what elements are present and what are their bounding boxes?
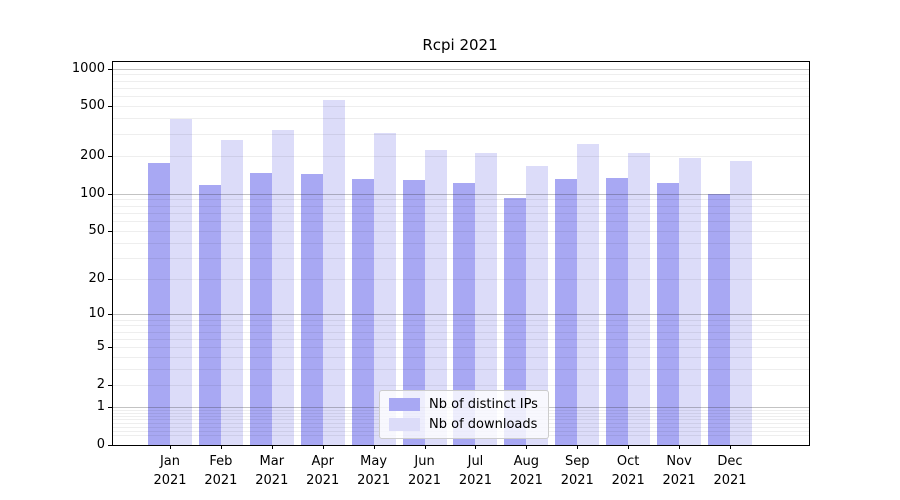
- y-tick-label-1000: 1000: [71, 60, 105, 76]
- bar-distinct-ips-may: [351, 178, 374, 445]
- bar-downloads-jun: [424, 150, 447, 445]
- bar-downloads-sep: [577, 144, 600, 445]
- y-tick-10: [108, 314, 113, 316]
- bar-downloads-may: [373, 133, 396, 445]
- minor-gridline-500: [113, 106, 809, 108]
- minor-gridline-200: [113, 156, 809, 158]
- y-tick-2: [108, 385, 113, 387]
- y-tick-label-5: 5: [96, 339, 105, 355]
- x-tick-label-aug: Aug 2021: [509, 454, 543, 488]
- bar-distinct-ips-oct: [606, 177, 629, 445]
- bar-distinct-ips-jul: [453, 182, 476, 445]
- bar-downloads-dec: [730, 161, 752, 445]
- minor-gridline-900: [113, 74, 809, 76]
- bar-distinct-ips-sep: [555, 179, 578, 445]
- bar-downloads-jan: [170, 119, 192, 445]
- minor-gridline-400: [113, 118, 809, 120]
- y-tick-label-50: 50: [88, 222, 105, 238]
- minor-gridline-700: [113, 88, 809, 90]
- x-tick-label-oct: Oct 2021: [611, 454, 645, 488]
- y-tick-50: [108, 230, 113, 232]
- bar-downloads-aug: [526, 166, 549, 445]
- y-tick-5: [108, 347, 113, 349]
- legend-item-downloads: Nb of downloads: [389, 417, 538, 432]
- y-tick-1000: [108, 68, 113, 70]
- x-tick-may: [373, 445, 375, 449]
- y-tick-label-100: 100: [80, 185, 105, 201]
- x-tick-jun: [424, 445, 426, 449]
- x-tick-label-feb: Feb 2021: [204, 454, 238, 488]
- bar-distinct-ips-apr: [300, 174, 323, 445]
- bar-distinct-ips-mar: [249, 172, 272, 445]
- bar-downloads-feb: [220, 139, 243, 445]
- minor-gridline-800: [113, 80, 809, 82]
- y-tick-label-2: 2: [96, 377, 105, 393]
- x-tick-label-dec: Dec 2021: [713, 454, 747, 488]
- legend-label-distinct-ips: Nb of distinct IPs: [429, 397, 538, 412]
- y-tick-label-200: 200: [80, 148, 105, 164]
- y-tick-label-500: 500: [80, 98, 105, 114]
- y-tick-200: [108, 156, 113, 158]
- x-tick-label-jan: Jan 2021: [153, 454, 187, 488]
- chart-title: Rcpi 2021: [422, 36, 498, 54]
- minor-gridline-300: [113, 134, 809, 136]
- x-tick-jan: [170, 445, 171, 449]
- legend-swatch-distinct-ips: [389, 398, 420, 411]
- legend-item-distinct-ips: Nb of distinct IPs: [389, 397, 538, 412]
- bar-downloads-oct: [628, 152, 651, 445]
- y-tick-0: [108, 445, 113, 446]
- x-tick-mar: [271, 445, 273, 449]
- x-tick-label-may: May 2021: [357, 454, 391, 488]
- legend: Nb of distinct IPs Nb of downloads: [379, 390, 549, 439]
- bar-distinct-ips-nov: [657, 183, 680, 445]
- bar-downloads-mar: [271, 130, 294, 445]
- x-tick-label-sep: Sep 2021: [560, 454, 594, 488]
- bar-downloads-nov: [679, 158, 702, 445]
- x-tick-jul: [475, 445, 477, 449]
- bar-distinct-ips-jan: [148, 162, 170, 445]
- bar-distinct-ips-feb: [198, 185, 221, 445]
- y-tick-100: [108, 193, 113, 195]
- y-tick-label-1: 1: [96, 399, 105, 415]
- bar-distinct-ips-jun: [402, 180, 425, 445]
- bar-downloads-apr: [322, 99, 345, 445]
- x-tick-aug: [526, 445, 528, 449]
- y-tick-1: [108, 407, 113, 409]
- legend-swatch-downloads: [389, 418, 420, 431]
- x-tick-label-jun: Jun 2021: [407, 454, 442, 488]
- x-tick-label-mar: Mar 2021: [255, 454, 289, 488]
- x-tick-sep: [577, 445, 579, 449]
- major-gridline-1000: [113, 68, 809, 70]
- legend-label-downloads: Nb of downloads: [429, 417, 538, 432]
- x-tick-apr: [322, 445, 324, 449]
- y-tick-500: [108, 106, 113, 108]
- bar-distinct-ips-aug: [504, 198, 527, 445]
- y-tick-label-20: 20: [88, 271, 105, 287]
- x-tick-oct: [628, 445, 630, 449]
- x-tick-nov: [679, 445, 681, 449]
- y-tick-20: [108, 279, 113, 281]
- x-tick-feb: [220, 445, 222, 449]
- y-tick-label-10: 10: [88, 306, 105, 322]
- minor-gridline-600: [113, 96, 809, 98]
- x-tick-dec: [730, 445, 731, 449]
- y-tick-label-0: 0: [96, 437, 105, 452]
- x-tick-label-jul: Jul 2021: [458, 454, 492, 488]
- x-tick-label-nov: Nov 2021: [662, 454, 696, 488]
- bar-distinct-ips-dec: [708, 193, 730, 445]
- bar-downloads-jul: [475, 152, 498, 445]
- x-tick-label-apr: Apr 2021: [306, 454, 340, 488]
- plot-area: Nb of distinct IPs Nb of downloads 1000 5…: [72, 61, 810, 488]
